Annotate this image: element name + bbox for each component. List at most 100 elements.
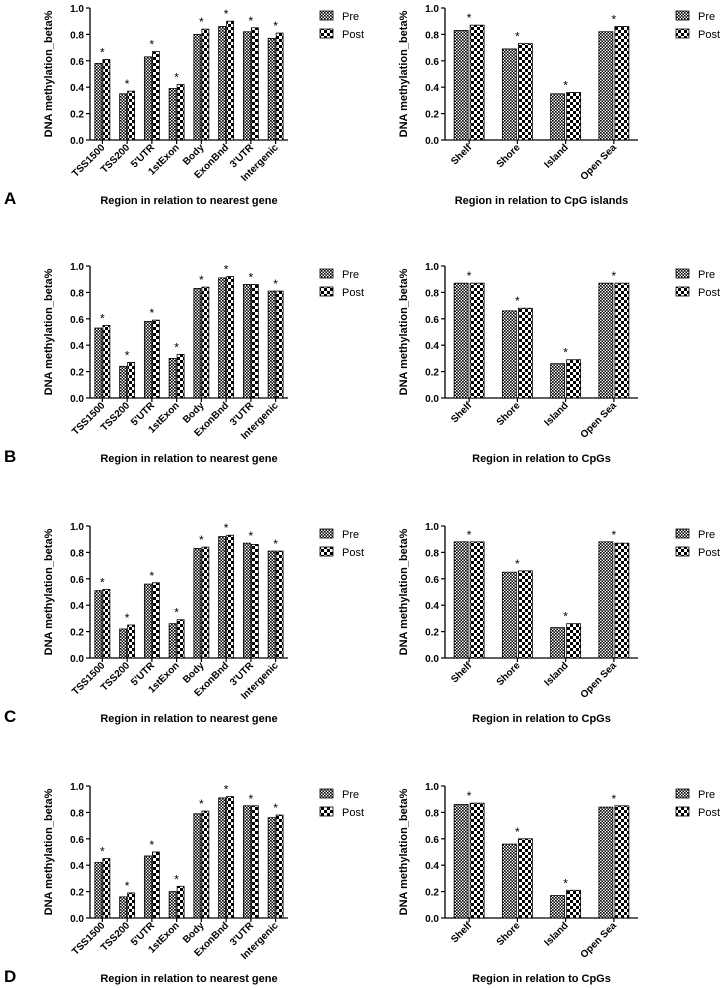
x-tick-label: Island: [543, 142, 571, 170]
y-tick-label: 0.0: [425, 394, 439, 405]
bar-pre: [168, 891, 177, 919]
x-tick-label: Shelf: [449, 142, 475, 168]
bar-post: [102, 588, 111, 659]
legend-swatch-post: [319, 28, 334, 39]
significance-star: *: [249, 270, 254, 284]
x-tick-label: TSS1500: [70, 920, 108, 958]
bar-post: [226, 276, 235, 399]
bar-pre: [598, 541, 614, 659]
significance-star: *: [515, 557, 520, 571]
bar-post: [102, 324, 111, 399]
significance-star: *: [100, 845, 105, 859]
significance-star: *: [174, 340, 179, 354]
x-axis-title: Region in relation to nearest gene: [100, 973, 277, 985]
bar-pre: [242, 31, 251, 141]
y-tick-label: 0.2: [425, 110, 439, 121]
bar-post: [127, 90, 136, 141]
bar-post: [469, 24, 485, 141]
legend-label-pre: Pre: [342, 269, 359, 281]
y-tick-label: 0.8: [70, 548, 84, 559]
panel-letter: C: [4, 707, 16, 726]
y-tick-label: 0.6: [425, 57, 439, 68]
y-tick-label: 0.0: [70, 136, 84, 147]
bar-pre: [193, 34, 202, 141]
bar-pre: [94, 862, 103, 919]
bar-post: [151, 582, 160, 659]
bar-post: [250, 805, 259, 919]
y-axis-title: DNA methylation_beta%: [43, 788, 55, 915]
significance-star: *: [125, 348, 130, 362]
chart-panel-7: D DNA methylation_beta% 0.0 0.2 0.4 0.6 0.8 1.0…: [4, 782, 364, 986]
bar-post: [201, 546, 210, 659]
bar-post: [201, 286, 210, 399]
significance-star: *: [150, 569, 155, 583]
y-tick-label: 1.0: [425, 4, 439, 15]
x-tick-label: Island: [543, 400, 571, 428]
legend-label-pre: Pre: [698, 11, 715, 23]
significance-star: *: [174, 71, 179, 85]
bar-post: [176, 619, 185, 659]
bar-post: [127, 892, 136, 919]
bar-pre: [501, 843, 517, 919]
y-tick-label: 0.8: [70, 808, 84, 819]
panels: A DNA methylation_beta% 0.0 0.2 0.4 0.6 0.8 1.0…: [4, 4, 720, 986]
significance-star: *: [125, 879, 130, 893]
bar-post: [517, 570, 533, 659]
y-axis-title: DNA methylation_beta%: [43, 268, 55, 395]
bar-post: [614, 26, 630, 141]
y-tick-label: 0.0: [425, 914, 439, 925]
bar-pre: [94, 590, 103, 659]
x-tick-label: Shore: [495, 400, 523, 428]
bar-pre: [501, 571, 517, 659]
x-axis-title: Region in relation to CpGs: [472, 453, 611, 465]
x-tick-label: Open Sea: [579, 660, 620, 701]
x-tick-label: Open Sea: [579, 142, 620, 183]
x-tick-label: TSS1500: [70, 660, 108, 698]
bar-pre: [94, 327, 103, 399]
significance-star: *: [515, 294, 520, 308]
y-tick-label: 0.6: [425, 575, 439, 586]
bar-post: [102, 858, 111, 919]
bar-pre: [168, 357, 177, 399]
bar-pre: [242, 542, 251, 659]
y-tick-label: 0.6: [425, 315, 439, 326]
significance-star: *: [273, 801, 278, 815]
chart-panel-2: DNA methylation_beta% 0.0 0.2 0.4 0.6 0.8 1.0 *…: [398, 4, 720, 207]
bar-post: [151, 319, 160, 399]
legend-label-post: Post: [342, 807, 364, 819]
bar-post: [517, 43, 533, 141]
significance-star: *: [125, 77, 130, 91]
bar-post: [250, 284, 259, 399]
bar-pre: [598, 806, 614, 919]
y-tick-label: 0.4: [70, 601, 84, 612]
significance-star: *: [199, 273, 204, 287]
panel-letter: D: [4, 967, 16, 986]
significance-star: *: [273, 277, 278, 291]
bar-pre: [598, 282, 614, 399]
y-axis-title: DNA methylation_beta%: [43, 528, 55, 655]
legend-label-pre: Pre: [698, 529, 715, 541]
bar-post: [226, 20, 235, 141]
y-tick-label: 0.2: [70, 368, 84, 379]
bar-post: [250, 544, 259, 659]
y-tick-label: 1.0: [70, 262, 84, 273]
x-tick-label: Shore: [495, 660, 523, 688]
bar-post: [250, 27, 259, 141]
y-tick-label: 0.6: [425, 835, 439, 846]
chart-panel-1: A DNA methylation_beta% 0.0 0.2 0.4 0.6 0.8 1.0…: [4, 4, 364, 208]
significance-star: *: [150, 38, 155, 52]
y-tick-label: 0.8: [425, 808, 439, 819]
legend-label-pre: Pre: [342, 789, 359, 801]
significance-star: *: [467, 528, 472, 542]
significance-star: *: [199, 15, 204, 29]
y-tick-label: 0.4: [70, 341, 84, 352]
bar-post: [614, 805, 630, 919]
significance-star: *: [612, 528, 617, 542]
significance-star: *: [467, 269, 472, 283]
significance-star: *: [224, 783, 229, 797]
bar-pre: [218, 26, 227, 141]
y-tick-label: 0.0: [425, 654, 439, 665]
bar-pre: [218, 797, 227, 919]
x-tick-label: Island: [543, 920, 571, 948]
